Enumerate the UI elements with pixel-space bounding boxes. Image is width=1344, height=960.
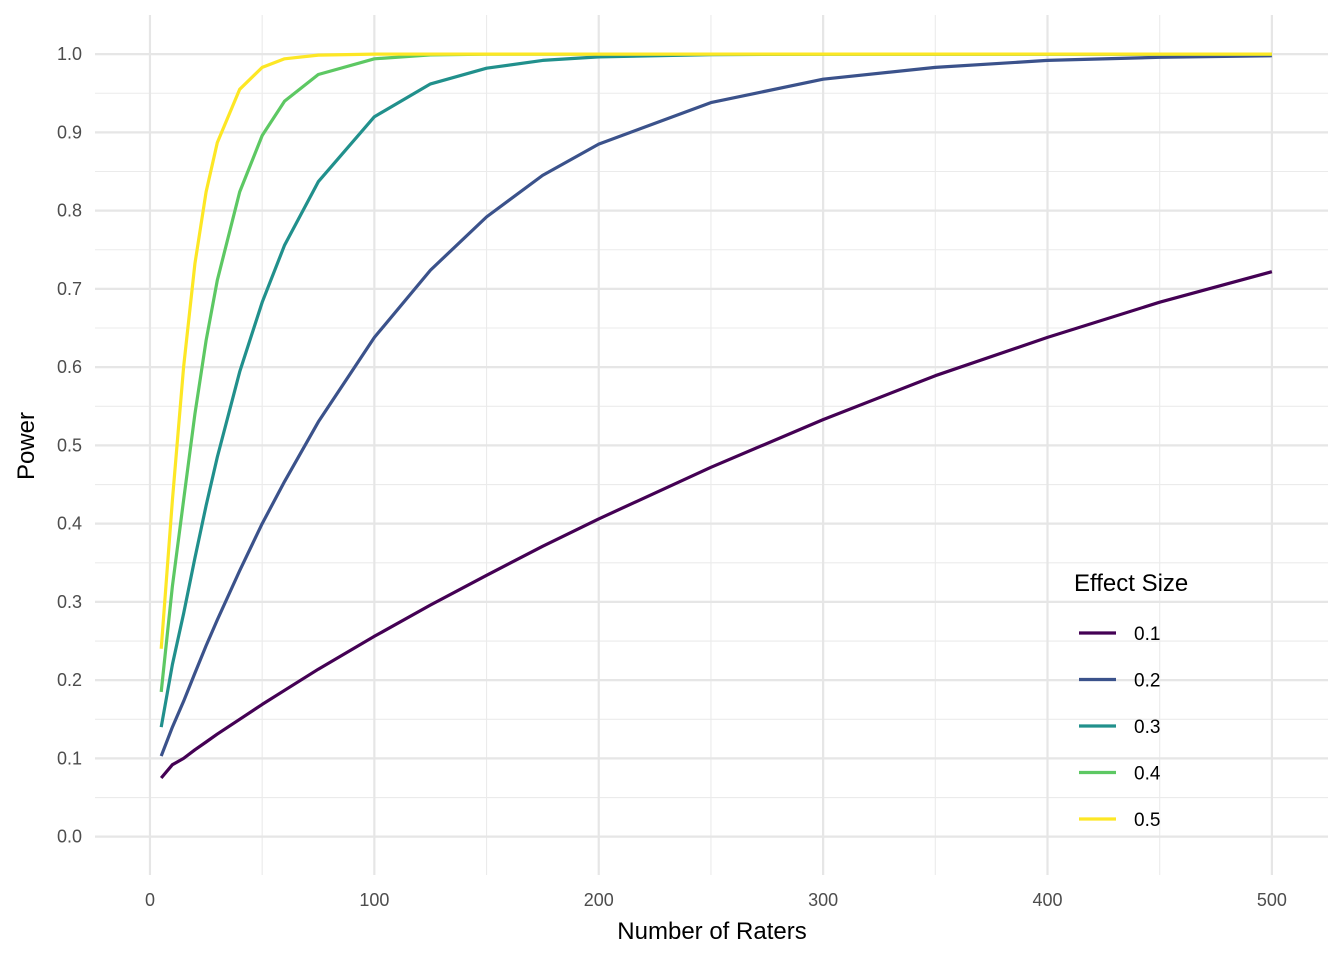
y-tick-label: 0.0 bbox=[57, 827, 82, 847]
y-tick-label: 1.0 bbox=[57, 44, 82, 64]
y-tick-label: 0.8 bbox=[57, 201, 82, 221]
legend-label: 0.1 bbox=[1134, 624, 1160, 645]
x-axis-ticks: 0 100 200 300 400 500 bbox=[145, 890, 1287, 910]
y-axis-title: Power bbox=[13, 412, 40, 480]
y-tick-label: 0.7 bbox=[57, 279, 82, 299]
series-lines bbox=[159, 52, 1273, 780]
y-tick-label: 0.5 bbox=[57, 435, 82, 455]
y-tick-label: 0.2 bbox=[57, 670, 82, 690]
legend-label: 0.5 bbox=[1134, 810, 1160, 831]
y-tick-label: 0.4 bbox=[57, 514, 82, 534]
y-axis-ticks: 0.0 0.1 0.2 0.3 0.4 0.5 0.6 0.7 0.8 0.9 1.0 bbox=[57, 44, 82, 847]
legend-label: 0.4 bbox=[1134, 764, 1161, 785]
x-tick-label: 200 bbox=[584, 890, 614, 910]
x-tick-label: 300 bbox=[808, 890, 838, 910]
x-tick-label: 500 bbox=[1257, 890, 1287, 910]
major-gridlines bbox=[95, 15, 1328, 875]
series-line-0.2 bbox=[159, 54, 1272, 757]
x-tick-label: 0 bbox=[145, 890, 155, 910]
y-tick-label: 0.3 bbox=[57, 592, 82, 612]
y-tick-label: 0.9 bbox=[57, 122, 82, 142]
y-tick-label: 0.1 bbox=[57, 748, 82, 768]
legend: Effect Size 0.1 0.2 0.3 0.4 0.5 bbox=[1074, 570, 1188, 831]
series-line-0.1 bbox=[159, 270, 1273, 780]
x-tick-label: 100 bbox=[359, 890, 389, 910]
x-axis-title: Number of Raters bbox=[617, 918, 806, 945]
legend-title: Effect Size bbox=[1074, 570, 1188, 597]
x-tick-label: 400 bbox=[1032, 890, 1062, 910]
legend-label: 0.2 bbox=[1134, 671, 1160, 692]
y-tick-label: 0.6 bbox=[57, 357, 82, 377]
legend-label: 0.3 bbox=[1134, 717, 1160, 738]
series-line-0.3 bbox=[159, 52, 1272, 728]
series-line-0.5 bbox=[159, 52, 1272, 649]
